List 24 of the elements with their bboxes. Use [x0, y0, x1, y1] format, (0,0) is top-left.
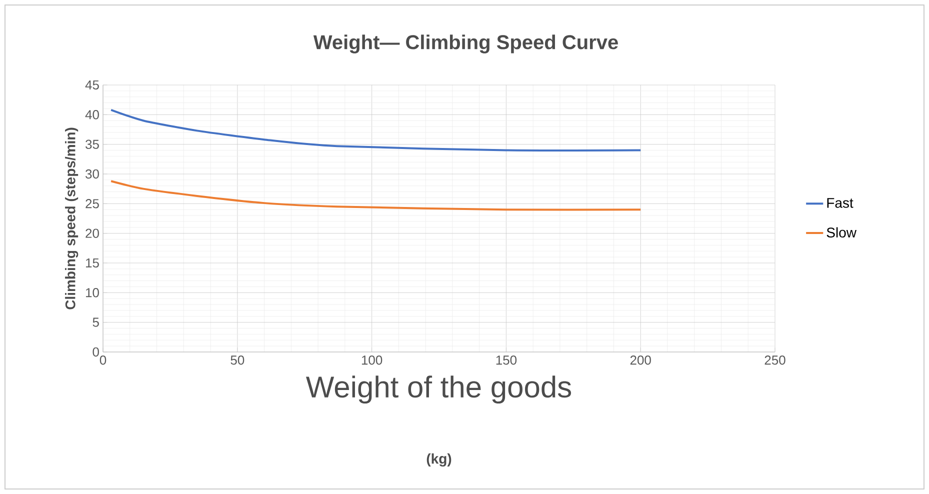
x-tick-label: 200 [630, 356, 651, 365]
line-series [110, 180, 642, 211]
y-tick-label: 30 [86, 169, 99, 179]
x-tick-label: 250 [764, 356, 786, 365]
x-axis-title: Weight of the goods [306, 376, 572, 404]
y-tick-label: 25 [86, 199, 99, 208]
y-tick-label: 0 [92, 347, 99, 357]
y-tick-label: 20 [86, 228, 99, 238]
legend-label: Fast [827, 198, 854, 208]
x-tick-label: 50 [230, 356, 244, 365]
x-tick-label: 0 [100, 356, 106, 365]
y-tick-label: 35 [86, 140, 99, 149]
text: (kg) [426, 453, 452, 467]
chart-title: Weight— Climbing Speed Curve [313, 34, 618, 54]
y-tick-label: 45 [85, 80, 99, 90]
x-tick-label: 150 [496, 356, 517, 365]
y-tick-label: 40 [85, 110, 99, 120]
legend-label: Slow [826, 227, 857, 238]
line-series [110, 108, 642, 152]
y-tick-label: 10 [86, 288, 99, 298]
y-tick-label: 15 [86, 258, 99, 268]
x-tick-label: 100 [362, 356, 382, 365]
y-tick-label: 5 [92, 318, 99, 327]
y-axis-title: Climbing speed (steps/min) [65, 128, 78, 310]
